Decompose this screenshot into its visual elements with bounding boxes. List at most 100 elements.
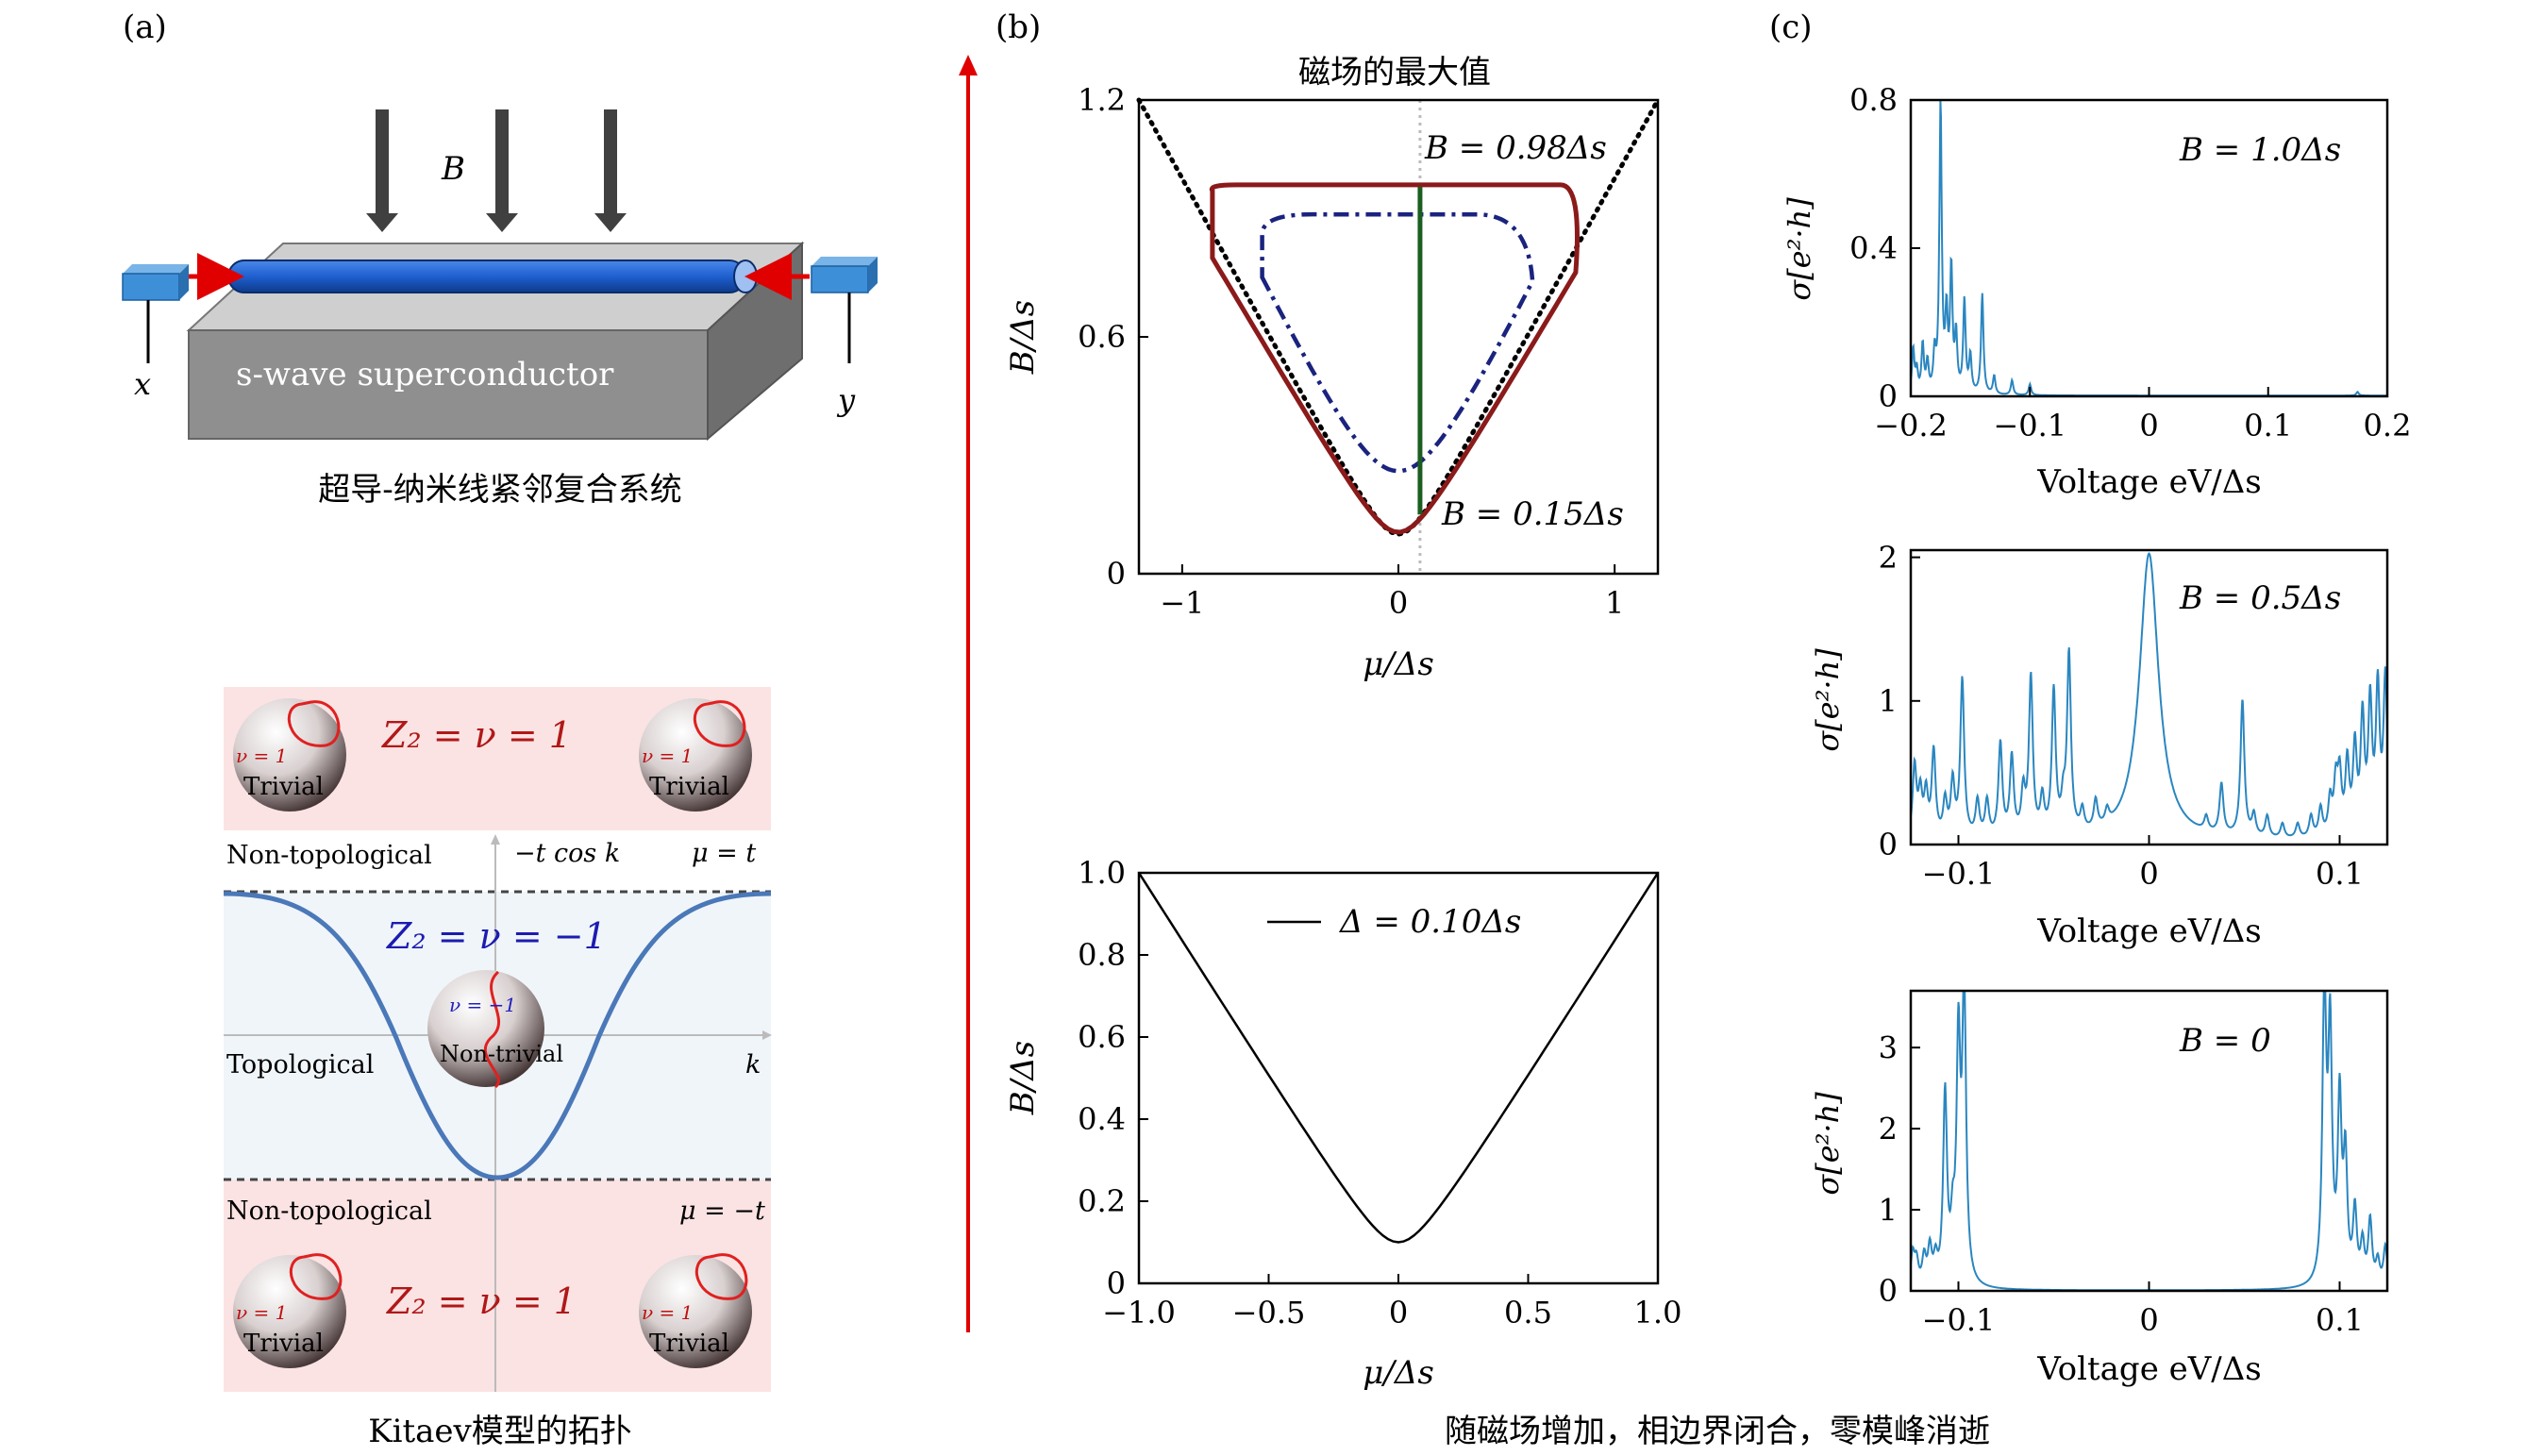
y-tick-label: 3 <box>1879 1029 1898 1065</box>
left-lead-label: x <box>134 366 151 402</box>
bottom-ylabel-c: σ[e²·h] <box>1810 1092 1846 1196</box>
middle-annotation: B = 0.5Δs <box>2179 579 2341 617</box>
non-topological-top: Non-topological <box>226 841 432 870</box>
bottom-annotation: B = 0 <box>2179 1022 2271 1060</box>
trivial-sphere-top-right: ν = 1 Trivial <box>639 698 752 812</box>
svg-text:ν = 1: ν = 1 <box>642 745 693 767</box>
right-lead <box>811 257 878 363</box>
band-label: −t cos k <box>514 839 620 868</box>
svg-text:ν = −1: ν = −1 <box>449 994 516 1016</box>
annotation-max: B = 0.98Δs <box>1424 129 1607 167</box>
x-tick-label: 0.2 <box>2364 408 2412 443</box>
x-tick-label: −0.1 <box>1922 856 1996 892</box>
panel-a-label: (a) <box>123 8 167 46</box>
y-tick-label: 0.4 <box>1078 1101 1126 1137</box>
topological-label: Topological <box>226 1050 374 1079</box>
nanowire <box>227 259 758 293</box>
svg-text:Trivial: Trivial <box>243 773 324 801</box>
x-tick-label: 0.1 <box>2316 1302 2364 1338</box>
y-tick-label: 1.2 <box>1078 82 1126 118</box>
y-tick-label: 0.6 <box>1078 1019 1126 1055</box>
increasing-field-arrowhead <box>959 55 978 75</box>
y-tick-label: 1.0 <box>1078 855 1126 891</box>
top-plot-title: 磁场的最大值 <box>1298 54 1491 92</box>
x-tick-label: −0.1 <box>1922 1302 1996 1338</box>
bottom-xlabel-c: Voltage eV/Δs <box>2036 1350 2262 1388</box>
annotation-min: B = 0.15Δs <box>1441 495 1624 533</box>
y-tick-label: 0.6 <box>1078 319 1126 355</box>
legend-label: Δ = 0.10Δs <box>1338 903 1521 941</box>
blue-phase-curve <box>1260 211 1535 474</box>
x-tick-label: 0.5 <box>1504 1295 1552 1330</box>
bottom-xlabel: μ/Δs <box>1363 1354 1434 1392</box>
conductance-plot-bottom: −0.1 0 0.1 3 2 1 0 B = 0 σ[e²·h] Voltage eV/Δs <box>1810 989 2389 1388</box>
y-tick-label: 0 <box>1879 827 1898 862</box>
x-tick-label: 0 <box>2139 1302 2158 1338</box>
x-tick-label: −1.0 <box>1102 1295 1176 1330</box>
y-tick-label: 0 <box>1107 1265 1126 1301</box>
x-tick-label: 0.1 <box>2244 408 2292 443</box>
x-tick-label: 0 <box>1389 1295 1408 1330</box>
z2-trivial-top: Z₂ = ν = 1 <box>381 714 572 756</box>
gap-closing-curve <box>1137 872 1660 1244</box>
z2-trivial-bottom: Z₂ = ν = 1 <box>386 1280 577 1322</box>
left-lead <box>122 264 189 363</box>
top-xlabel-c: Voltage eV/Δs <box>2036 463 2262 501</box>
nontrivial-sphere: ν = −1 Non-trivial <box>427 970 563 1089</box>
x-tick-label: 0.1 <box>2316 856 2364 892</box>
y-tick-label: 0.2 <box>1078 1183 1126 1219</box>
top-ylabel-c: σ[e²·h] <box>1782 197 1817 301</box>
svg-text:Trivial: Trivial <box>649 1330 729 1358</box>
field-label: B <box>441 150 465 188</box>
band-curve <box>223 891 772 1180</box>
y-tick-label: 0.4 <box>1849 230 1898 266</box>
y-tick-label: 2 <box>1879 1111 1898 1146</box>
svg-text:ν = 1: ν = 1 <box>236 745 287 767</box>
system-caption: 超导-纳米线紧邻复合系统 <box>318 471 682 509</box>
conductance-plot-middle: −0.1 0 0.1 2 1 0 B = 0.5Δs σ[e²·h] Voltage eV… <box>1810 540 2389 950</box>
bottom-ylabel: B/Δs <box>1004 1041 1042 1115</box>
y-tick-label: 0 <box>1107 556 1126 592</box>
y-tick-label: 1 <box>1879 683 1898 719</box>
x-tick-label: 0 <box>1389 585 1408 621</box>
y-tick-label: 0 <box>1879 378 1898 414</box>
trivial-sphere-bottom-right: ν = 1 Trivial <box>639 1253 752 1368</box>
k-axis-label: k <box>745 1050 761 1079</box>
svg-text:Non-trivial: Non-trivial <box>440 1041 563 1067</box>
middle-ylabel-c: σ[e²·h] <box>1810 648 1846 752</box>
top-annotation: B = 1.0Δs <box>2179 131 2341 169</box>
svg-text:Trivial: Trivial <box>243 1330 324 1358</box>
x-tick-label: 0 <box>2139 856 2158 892</box>
y-tick-label: 0.8 <box>1078 937 1126 973</box>
gap-closing-plot: −1.0 −0.5 0 0.5 1.0 1.0 0.8 0.6 0.4 0.2 0 Δ = 0.10… <box>1004 855 1681 1392</box>
z2-nontrivial: Z₂ = ν = −1 <box>386 915 607 957</box>
panel-b-label: (b) <box>995 8 1041 46</box>
panel-b-caption: 随磁场增加，相边界闭合，零模峰消逝 <box>1445 1413 1990 1450</box>
panel-c-label: (c) <box>1769 8 1813 46</box>
conductance-plot-top: −0.2 −0.1 0 0.1 0.2 0.8 0.4 0 B = 1.0Δs σ[e²·h]… <box>1782 82 2411 501</box>
svg-text:ν = 1: ν = 1 <box>236 1301 287 1324</box>
magnetic-field-arrows <box>366 109 627 232</box>
middle-xlabel-c: Voltage eV/Δs <box>2036 912 2262 950</box>
top-xlabel: μ/Δs <box>1363 645 1434 683</box>
x-tick-label: −0.1 <box>1993 408 2066 443</box>
phase-boundary-plot: 磁场的最大值 −1 0 1 1.2 0.6 0 B = 0.98Δs B = 0.15Δs… <box>1004 54 1661 683</box>
kitaev-caption: Kitaev模型的拓扑 <box>368 1413 632 1450</box>
conductance-trace <box>1910 552 2388 837</box>
conductance-trace <box>1910 990 2388 1292</box>
x-tick-label: 1.0 <box>1634 1295 1682 1330</box>
x-tick-label: 0 <box>2139 408 2158 443</box>
mu-minus-t-label: μ = −t <box>679 1197 765 1226</box>
y-tick-label: 1 <box>1879 1192 1898 1228</box>
right-lead-label: y <box>836 382 856 418</box>
trivial-sphere-top-left: ν = 1 Trivial <box>233 698 346 812</box>
svg-text:Trivial: Trivial <box>649 773 729 801</box>
non-topological-bottom: Non-topological <box>226 1197 432 1226</box>
x-tick-label: −0.5 <box>1232 1295 1306 1330</box>
red-phase-curve <box>1209 182 1580 535</box>
mu-t-label: μ = t <box>692 839 756 868</box>
x-tick-label: 1 <box>1605 585 1624 621</box>
svg-text:ν = 1: ν = 1 <box>642 1301 693 1324</box>
y-tick-label: 0 <box>1879 1273 1898 1309</box>
kitaev-diagram: ν = 1 Trivial ν = 1 Trivial Z₂ = ν = 1 N… <box>223 687 772 1392</box>
